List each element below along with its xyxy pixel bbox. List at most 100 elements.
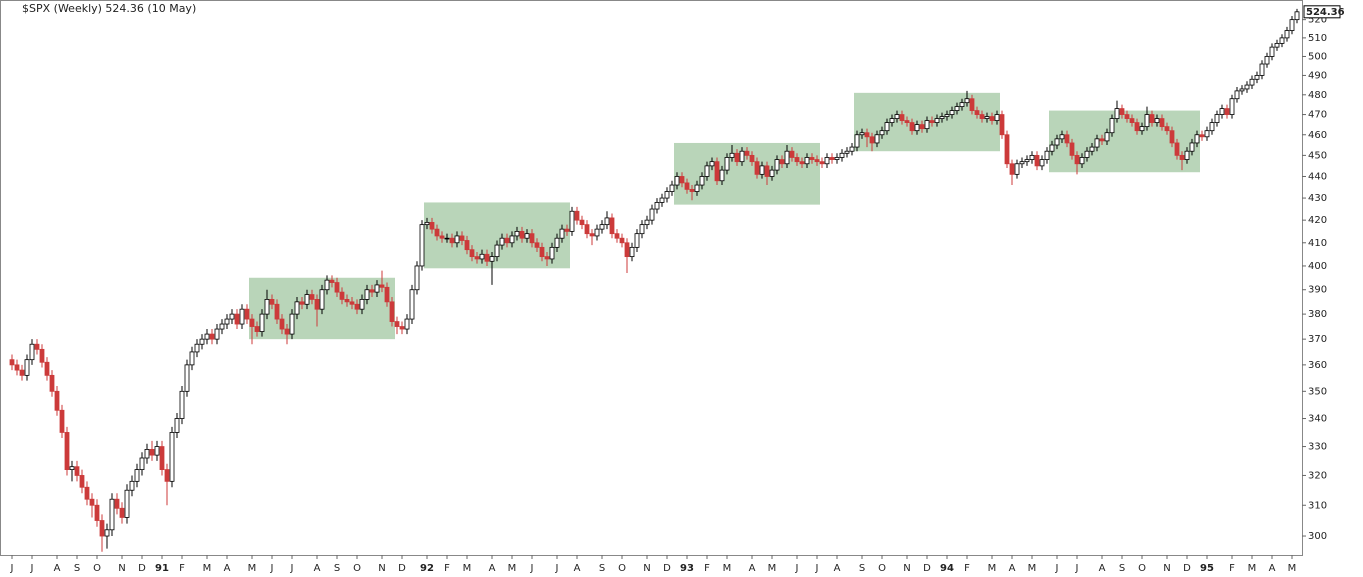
candle-body	[849, 146, 855, 152]
x-tick-label: N	[118, 563, 125, 574]
candle-body	[139, 457, 145, 470]
candle-body	[119, 507, 125, 518]
x-tick-label: J	[270, 563, 274, 574]
candle-body	[934, 118, 940, 123]
candle-body	[979, 114, 985, 119]
y-tick-label: 400	[1308, 261, 1327, 272]
candle-body	[719, 169, 725, 182]
candle-body	[1144, 114, 1150, 128]
candle-body	[89, 498, 95, 506]
candle-body	[369, 289, 375, 293]
candle-body	[759, 165, 765, 175]
chart-title: $SPX (Weekly) 524.36 (10 May)	[22, 2, 196, 15]
candle-body	[974, 110, 980, 115]
candle-body	[179, 390, 185, 419]
candle-body	[234, 313, 240, 325]
candle-body	[214, 328, 220, 340]
x-tick-label: M	[463, 563, 472, 574]
x-tick-label: F	[444, 563, 450, 574]
x-tick-label: M	[723, 563, 732, 574]
x-tick-label: M	[1288, 563, 1297, 574]
candle-body	[399, 326, 405, 330]
candle-body	[874, 134, 880, 144]
candle-body	[464, 240, 470, 251]
candle-body	[1134, 122, 1140, 132]
candle-body	[1184, 150, 1190, 160]
candle-body	[169, 432, 175, 482]
candle-body	[534, 242, 540, 248]
candle-body	[514, 230, 520, 237]
y-tick-label: 360	[1308, 360, 1327, 371]
candle-body	[904, 120, 910, 123]
candle-body	[984, 116, 990, 119]
candle-body	[294, 301, 300, 315]
x-tick-label: S	[859, 563, 865, 574]
candle-body	[729, 152, 735, 158]
candle-body	[1244, 84, 1250, 90]
y-tick-label: 480	[1308, 90, 1327, 101]
candle-body	[579, 219, 585, 226]
candle-body	[389, 301, 395, 322]
x-tick-label: F	[704, 563, 710, 574]
x-tick-label: A	[1099, 563, 1106, 574]
candle-body	[829, 157, 835, 160]
candle-body	[69, 466, 75, 470]
candle-body	[1294, 11, 1300, 21]
x-tick-label: M	[988, 563, 997, 574]
candle-body	[49, 374, 55, 392]
candle-body	[689, 188, 695, 192]
candle-body	[494, 244, 500, 258]
candle-body	[1004, 134, 1010, 165]
candle-body	[334, 282, 340, 293]
candle-body	[824, 157, 830, 165]
candle-body	[859, 132, 865, 136]
candle-body	[19, 369, 25, 376]
candle-body	[799, 161, 805, 165]
candle-body	[714, 161, 720, 182]
candle-body	[899, 114, 905, 121]
candle-body	[529, 233, 535, 244]
candle-body	[1224, 108, 1230, 115]
x-tick-label: A	[834, 563, 841, 574]
candle-body	[74, 466, 80, 476]
candle-body	[1014, 163, 1020, 175]
consolidation-zone	[1049, 110, 1200, 173]
candle-body	[364, 289, 370, 300]
candle-body	[949, 110, 955, 115]
candle-body	[1194, 134, 1200, 144]
candle-body	[839, 152, 845, 158]
x-tick-label: D	[663, 563, 671, 574]
candle-body	[879, 130, 885, 136]
y-tick-label: 390	[1308, 285, 1327, 296]
candle-body	[644, 219, 650, 226]
candle-body	[669, 184, 675, 192]
candle-body	[634, 233, 640, 248]
candle-body	[1034, 154, 1040, 167]
candle-body	[9, 359, 15, 366]
candle-body	[739, 150, 745, 163]
candle-body	[319, 289, 325, 310]
candle-body	[349, 301, 355, 305]
x-tick-label: O	[93, 563, 101, 574]
candle-body	[254, 326, 260, 332]
candle-body	[1234, 90, 1240, 100]
x-tick-label: D	[138, 563, 146, 574]
candle-body	[769, 169, 775, 177]
candle-body	[1049, 144, 1055, 152]
candle-body	[164, 469, 170, 482]
x-tick-label: M	[1248, 563, 1257, 574]
candle-body	[1059, 134, 1065, 140]
candle-body	[94, 504, 100, 521]
last-price-box	[1303, 5, 1341, 19]
candle-body	[1129, 118, 1135, 123]
candle-body	[429, 221, 435, 230]
candle-body	[84, 486, 90, 500]
candle-body	[149, 449, 155, 456]
candle-body	[959, 102, 965, 108]
candle-body	[259, 313, 265, 332]
candle-body	[1104, 132, 1110, 142]
candle-body	[894, 114, 900, 119]
candle-body	[309, 294, 315, 300]
x-tick-label: N	[643, 563, 650, 574]
candle-body	[944, 114, 950, 117]
